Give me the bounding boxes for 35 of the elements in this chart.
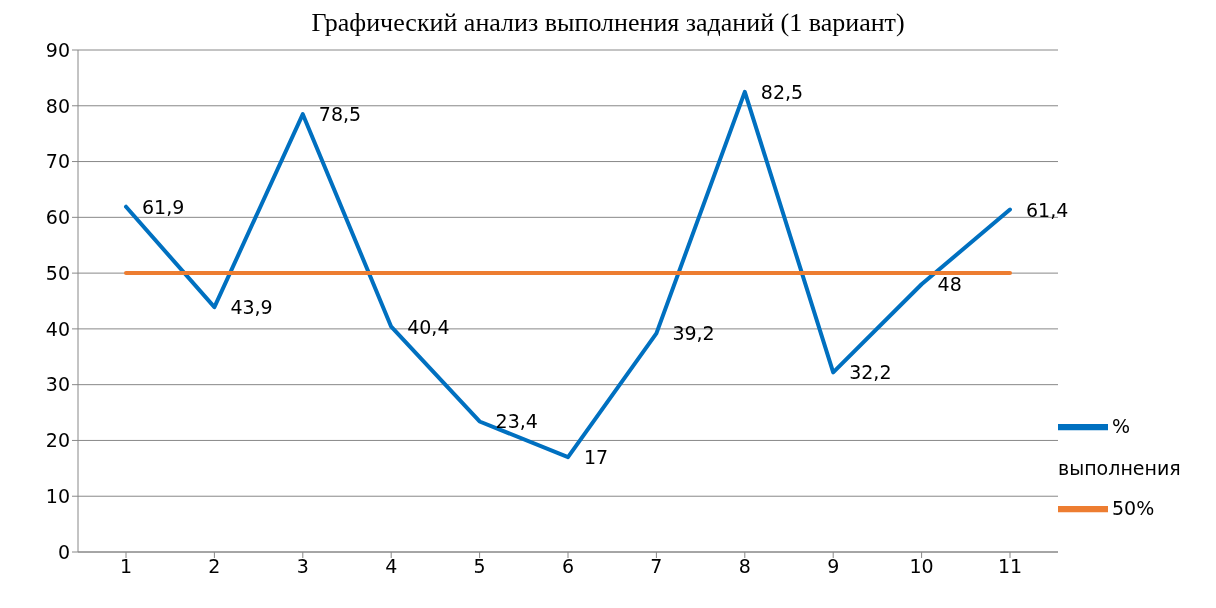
data-label: 40,4 — [407, 315, 450, 338]
x-tick-label: 1 — [119, 555, 133, 578]
x-tick-label: 10 — [909, 555, 934, 578]
legend-label: % выполнения — [1058, 414, 1181, 479]
x-tick-label: 4 — [385, 555, 398, 578]
x-tick-label: 3 — [296, 555, 309, 578]
y-tick-label: 20 — [45, 429, 70, 452]
y-tick-label: 90 — [45, 38, 70, 61]
y-tick-label: 30 — [45, 373, 70, 396]
x-tick-label: 8 — [738, 555, 751, 578]
x-tick-label: 7 — [650, 555, 663, 578]
data-label: 32,2 — [849, 361, 892, 384]
data-label: 48 — [937, 273, 962, 296]
y-tick-label: 60 — [45, 206, 70, 229]
data-label: 61,4 — [1026, 198, 1069, 221]
y-tick-label: 80 — [45, 94, 70, 117]
x-tick-label: 5 — [473, 555, 486, 578]
data-label: 43,9 — [230, 296, 273, 319]
legend-label: 50% — [1112, 496, 1155, 519]
x-tick-label: 2 — [208, 555, 221, 578]
data-label: 23,4 — [495, 410, 538, 433]
data-label: 17 — [584, 446, 609, 469]
data-label: 82,5 — [760, 80, 804, 103]
data-label: 78,5 — [318, 103, 362, 126]
y-tick-label: 0 — [57, 540, 70, 563]
x-tick-label: 6 — [561, 555, 575, 578]
y-tick-label: 40 — [45, 317, 70, 340]
data-label: 39,2 — [672, 322, 715, 345]
y-tick-label: 50 — [45, 261, 70, 284]
x-tick-label: 11 — [997, 555, 1023, 578]
y-tick-label: 10 — [45, 484, 70, 507]
x-tick-label: 9 — [827, 555, 840, 578]
data-label: 61,9 — [142, 195, 185, 218]
y-tick-label: 70 — [45, 150, 70, 173]
chart-title: Графический анализ выполнения заданий (1 вариант) — [311, 8, 905, 37]
